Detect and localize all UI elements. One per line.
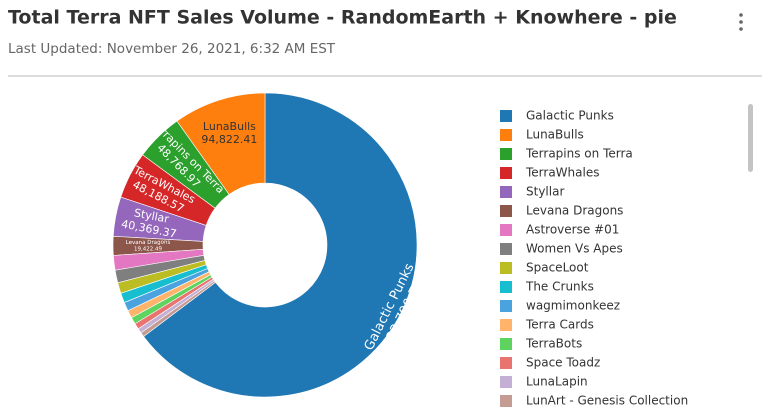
legend-item[interactable]: LunaLapin <box>500 375 588 389</box>
slice <box>143 92 418 398</box>
slice <box>120 154 216 226</box>
legend-label: TerraWhales <box>525 166 599 180</box>
legend-label: LunaLapin <box>526 375 588 389</box>
slice <box>117 260 207 294</box>
legend-swatch <box>500 262 512 274</box>
menu-dot <box>739 27 743 31</box>
legend-label: TerraBots <box>525 337 582 351</box>
chart-title: Total Terra NFT Sales Volume - RandomEar… <box>8 7 677 29</box>
legend-label: Terra Cards <box>525 318 594 332</box>
legend-swatch <box>500 148 512 160</box>
legend-label: Levana Dragons <box>526 204 623 218</box>
legend-item[interactable]: Space Toadz <box>500 356 600 370</box>
legend-item[interactable]: Terrapins on Terra <box>500 147 633 161</box>
legend-swatch <box>500 167 512 179</box>
menu-dot <box>739 20 743 24</box>
slice <box>120 264 209 303</box>
legend-swatch <box>500 224 512 236</box>
legend-swatch <box>500 110 512 122</box>
legend-swatch <box>500 376 512 388</box>
legend-swatch <box>500 395 512 407</box>
slice <box>114 254 206 284</box>
slice <box>123 268 210 312</box>
legend-label: Galactic Punks <box>526 109 614 123</box>
legend-item[interactable]: Styllar <box>500 185 564 199</box>
slice-value: 19,422.49 <box>134 246 163 252</box>
legend-swatch <box>500 357 512 369</box>
legend-item[interactable]: Levana Dragons <box>500 204 623 218</box>
legend-item[interactable]: Galactic Punks <box>500 109 614 123</box>
menu-dot <box>739 13 743 17</box>
legend-swatch <box>500 338 512 350</box>
chart-subtitle: Last Updated: November 26, 2021, 6:32 AM… <box>8 41 336 57</box>
legend-item[interactable]: TerraWhales <box>500 166 599 180</box>
legend-swatch <box>500 205 512 217</box>
legend-swatch <box>500 186 512 198</box>
slice-name: Levana Dragons <box>126 240 171 246</box>
legend-item[interactable]: TerraBots <box>500 337 582 351</box>
legend-item[interactable]: The Crunks <box>500 280 594 294</box>
legend-item[interactable]: Women Vs Apes <box>500 242 623 256</box>
slice-name: LunaBulls <box>203 120 256 133</box>
legend-swatch <box>500 129 512 141</box>
menu-button[interactable] <box>739 13 743 31</box>
legend-item[interactable]: LunaBulls <box>500 128 584 142</box>
legend-item[interactable]: SpaceLoot <box>500 261 589 275</box>
legend-label: wagmimonkeez <box>526 299 620 313</box>
legend: Galactic Punks LunaBulls Terrapins on Terr… <box>500 109 688 408</box>
slice-value: 94,822.41 <box>201 133 257 146</box>
legend-label: Styllar <box>526 185 564 199</box>
legend-swatch <box>500 243 512 255</box>
slice <box>112 196 207 242</box>
legend-label: LunArt - Genesis Collection <box>526 394 688 408</box>
legend-label: The Crunks <box>525 280 594 294</box>
legend-label: Terrapins on Terra <box>525 147 633 161</box>
legend-item[interactable]: wagmimonkeez <box>500 299 620 313</box>
legend-label: SpaceLoot <box>526 261 589 275</box>
slice <box>176 92 266 195</box>
legend-item[interactable]: Terra Cards <box>500 318 594 332</box>
slice <box>113 248 205 271</box>
slice <box>140 280 216 337</box>
legend-swatch <box>500 319 512 331</box>
legend-label: Space Toadz <box>526 356 600 370</box>
legend-label: LunaBulls <box>526 128 584 142</box>
legend-item[interactable]: Astroverse #01 <box>500 223 619 237</box>
slice <box>142 120 230 209</box>
legend-swatch <box>500 281 512 293</box>
scrollbar[interactable] <box>748 104 753 172</box>
legend-label: Women Vs Apes <box>526 242 623 256</box>
legend-label: Astroverse #01 <box>526 223 619 237</box>
legend-item[interactable]: LunArt - Genesis Collection <box>500 394 688 408</box>
legend-swatch <box>500 300 512 312</box>
